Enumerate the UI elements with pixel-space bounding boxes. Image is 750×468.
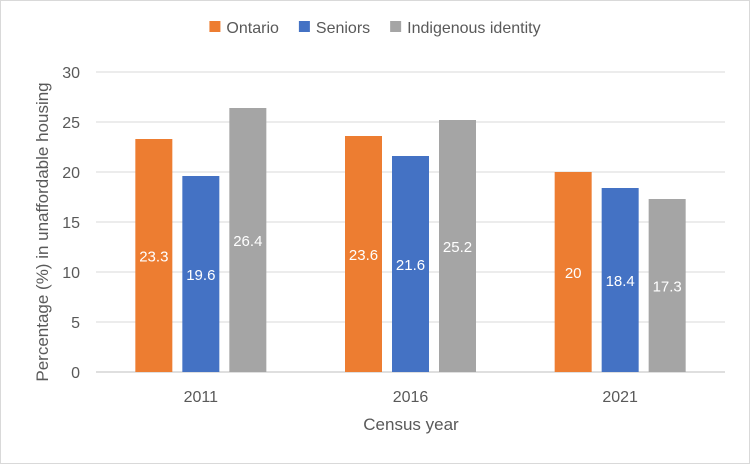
bar-indigenous-identity-2021 — [648, 199, 686, 372]
data-labels: 23.3 19.6 26.4 23.6 21.6 25.2 20 18.4 17.3 — [139, 233, 682, 296]
y-tick-label: 10 — [62, 265, 80, 282]
y-tick-label: 25 — [62, 115, 80, 132]
data-label: 17.3 — [653, 279, 682, 296]
data-label: 23.3 — [139, 249, 168, 266]
y-tick-label: 30 — [62, 65, 80, 82]
bar-seniors-2021 — [601, 188, 639, 372]
bar-ontario-2016 — [345, 136, 382, 372]
bar-seniors-2011 — [182, 176, 220, 372]
bars — [135, 108, 686, 372]
legend: Ontario Seniors Indigenous identity — [209, 20, 541, 37]
y-axis-ticks: 0 5 10 15 20 25 30 — [62, 65, 80, 382]
legend-item-ontario: Ontario — [209, 20, 279, 37]
x-tick-label: 2021 — [602, 389, 638, 406]
y-axis-title: Percentage (%) in unaffordable housing — [33, 82, 52, 381]
x-axis-ticks: 2011 2016 2021 — [184, 389, 638, 406]
y-tick-label: 0 — [71, 365, 80, 382]
legend-item-indigenous-identity: Indigenous identity — [390, 20, 541, 37]
data-label: 20 — [565, 265, 582, 282]
legend-label: Ontario — [226, 20, 279, 37]
bar-ontario-2021 — [554, 172, 592, 372]
legend-label: Indigenous identity — [407, 20, 540, 37]
data-label: 23.6 — [349, 247, 378, 264]
y-tick-label: 15 — [62, 215, 80, 232]
x-axis-title: Census year — [363, 415, 459, 434]
data-label: 18.4 — [606, 273, 635, 290]
data-label: 21.6 — [396, 257, 425, 274]
legend-item-seniors: Seniors — [298, 20, 370, 37]
y-tick-label: 20 — [62, 165, 80, 182]
legend-swatch — [298, 21, 310, 32]
legend-swatch — [209, 21, 221, 32]
bar-indigenous-identity-2016 — [439, 120, 476, 372]
data-label: 19.6 — [186, 267, 215, 284]
data-label: 25.2 — [443, 239, 472, 256]
legend-label: Seniors — [316, 20, 370, 37]
y-tick-label: 5 — [71, 315, 80, 332]
x-tick-label: 2011 — [184, 389, 219, 406]
bar-indigenous-identity-2011 — [229, 108, 267, 372]
x-tick-label: 2016 — [393, 389, 429, 406]
bar-ontario-2011 — [135, 139, 173, 372]
bar-seniors-2016 — [392, 156, 429, 372]
data-label: 26.4 — [233, 233, 262, 250]
legend-swatch — [390, 21, 402, 32]
